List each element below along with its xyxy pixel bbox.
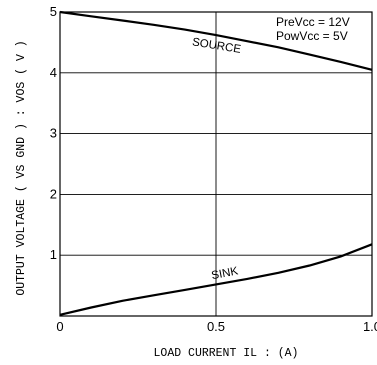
plot-frame (59, 11, 373, 317)
y-tick-label: 1 (50, 247, 57, 262)
x-tick-label: 0.5 (207, 319, 225, 334)
y-tick-label: 2 (50, 186, 57, 201)
grid-lines (60, 12, 372, 316)
series-line-sink (59, 243, 373, 316)
y-tick-labels: 1 2 3 4 5 (50, 4, 57, 262)
x-axis-label: LOAD CURRENT IL : (A) (154, 347, 299, 360)
y-tick-label: 4 (50, 65, 57, 80)
series-line-source (59, 10, 373, 71)
y-axis-label: OUTPUT VOLTAGE ( VS GND ) : VOS ( V ) (15, 40, 28, 295)
x-tick-labels: 0 0.5 1.0 (56, 319, 377, 334)
y-tick-label: 5 (50, 4, 57, 19)
series-label-sink: SINK (210, 265, 239, 282)
x-tick-label: 0 (56, 319, 63, 334)
series-layer (59, 10, 373, 316)
y-tick-label: 3 (50, 126, 57, 141)
condition-label: PreVcc = 12V (276, 15, 350, 29)
x-tick-label: 1.0 (363, 319, 377, 334)
condition-label: PowVcc = 5V (276, 29, 348, 43)
